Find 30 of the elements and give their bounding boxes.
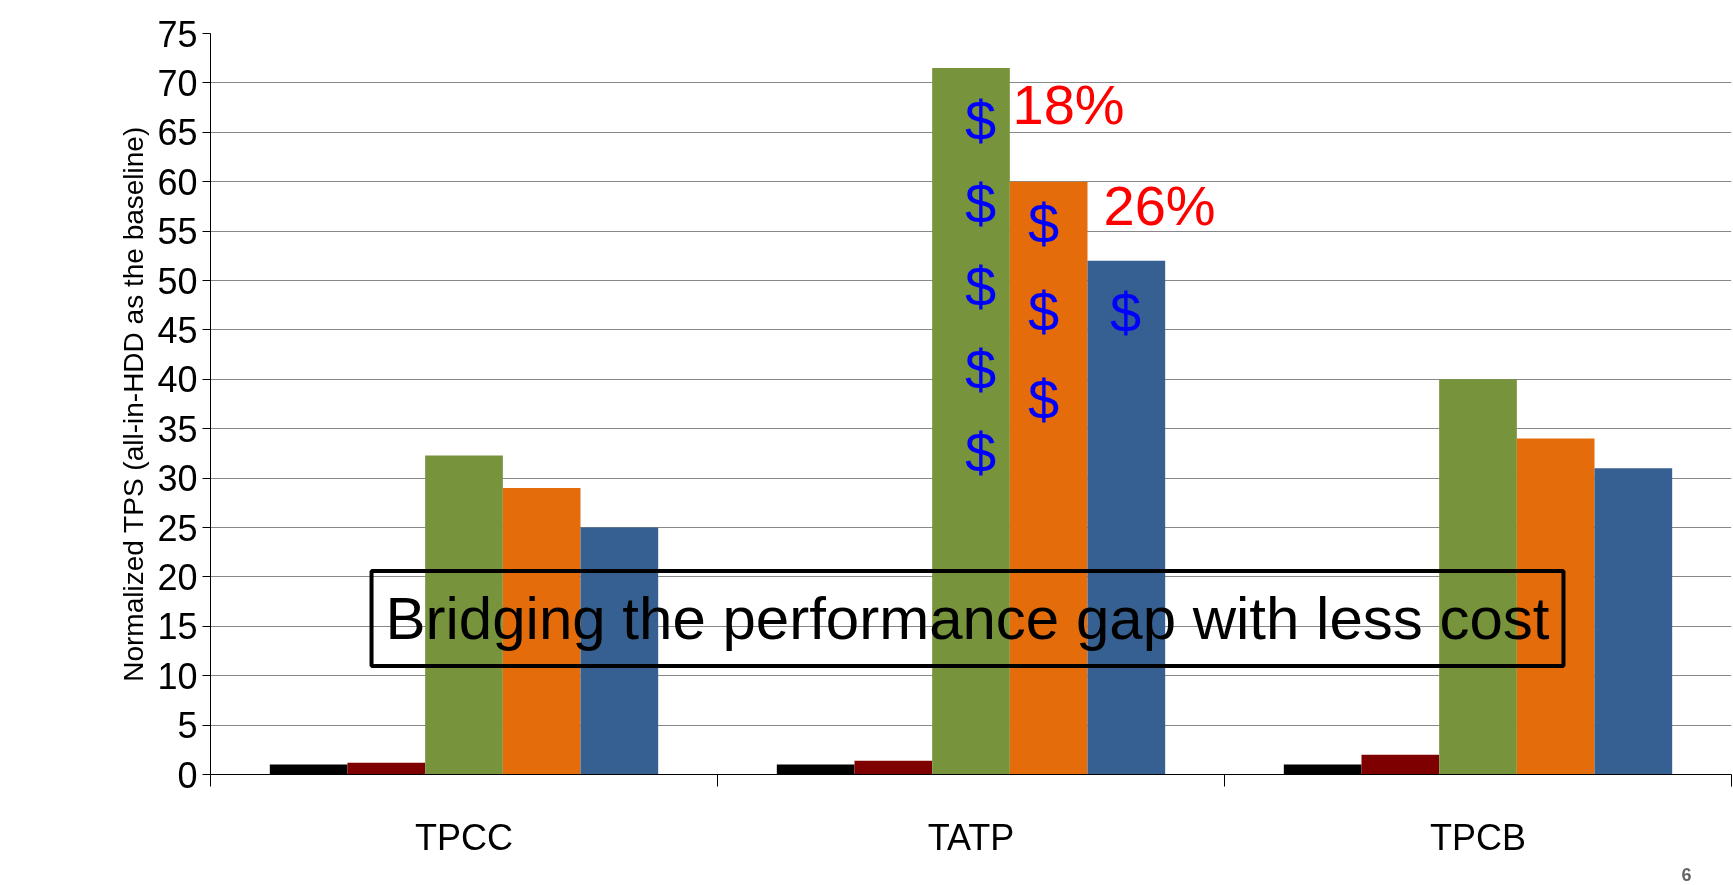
bar xyxy=(854,760,933,775)
y-tick-label: 10 xyxy=(157,655,198,697)
y-axis-title: Normalized TPS (all-in-HDD as the baseline) xyxy=(118,126,150,682)
y-tick-label: 55 xyxy=(157,211,198,253)
annotation: $ xyxy=(1109,281,1142,344)
y-tick-label: 35 xyxy=(157,408,198,450)
bar xyxy=(1594,468,1673,775)
text: 6 xyxy=(1681,864,1692,885)
annotation: $ $ $ xyxy=(1027,191,1060,432)
y-tick-label: 5 xyxy=(177,705,198,747)
x-tick-label: TATP xyxy=(927,816,1015,858)
y-tick-label: 40 xyxy=(157,359,198,401)
y-tick-label: 20 xyxy=(157,556,198,598)
y-tick-label: 50 xyxy=(157,260,198,302)
bar xyxy=(347,762,426,775)
y-tick-label: 45 xyxy=(157,309,198,351)
y-tick-label: 70 xyxy=(157,62,198,104)
annotation: $ $ $ $ $ xyxy=(964,88,997,485)
y-tick-label: 60 xyxy=(157,161,198,203)
annotation: 18% xyxy=(1012,73,1125,136)
x-tick-label: TPCB xyxy=(1429,816,1527,858)
y-tick-label: 65 xyxy=(157,112,198,154)
y-tick-label: 75 xyxy=(157,13,198,55)
annotation: 26% xyxy=(1103,174,1216,237)
y-tick-label: 25 xyxy=(157,507,198,549)
y-tick-label: 30 xyxy=(157,458,198,500)
y-tick-label: 15 xyxy=(157,606,198,648)
bar xyxy=(1361,754,1440,775)
y-tick-label: 0 xyxy=(177,754,198,796)
x-tick-label: TPCC xyxy=(415,816,513,858)
